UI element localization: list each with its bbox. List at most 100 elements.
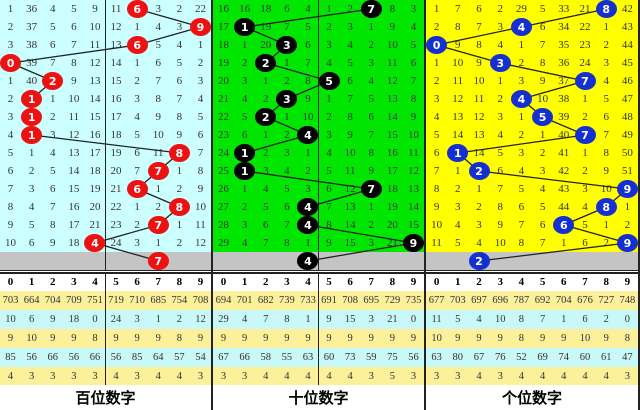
grid-cell: 8 xyxy=(297,72,320,91)
grid-cell: 6 xyxy=(532,18,555,37)
grid-cell: 6 xyxy=(276,0,299,19)
grid-cell: 5 xyxy=(255,198,278,217)
stats-cell: 4 xyxy=(255,367,278,387)
stats-cell: 9 xyxy=(147,329,170,349)
stats-cell: 9 xyxy=(255,329,278,349)
grid-cell xyxy=(426,252,449,271)
grid-cell: 7 xyxy=(42,54,65,73)
stats-cell: 10 xyxy=(574,329,597,349)
grid-cell: 8 xyxy=(189,162,212,181)
stats-cell: 685 xyxy=(147,291,170,311)
stats-header-cell: 6 xyxy=(339,272,362,292)
stats-cell: 682 xyxy=(255,291,278,311)
grid-cell: 15 xyxy=(105,72,128,91)
stats-cell: 6 xyxy=(21,310,44,330)
grid-cell: 7 xyxy=(510,216,533,235)
grid-cell: 7 xyxy=(42,198,65,217)
stats-cell: 3 xyxy=(360,367,383,387)
grid-cell: 1 xyxy=(189,36,212,55)
stats-cell: 6 xyxy=(574,310,597,330)
grid-cell: 8 xyxy=(63,54,86,73)
grid-cell xyxy=(447,252,470,271)
grid-cell: 9 xyxy=(447,36,470,55)
stats-cell: 3 xyxy=(213,367,236,387)
grid-cell: 39 xyxy=(21,54,44,73)
draw-ball: 9 xyxy=(616,234,638,252)
stats-cell: 59 xyxy=(360,348,383,368)
stats-cell: 9 xyxy=(595,329,618,349)
grid-cell: 5 xyxy=(276,180,299,199)
stats-cell: 61 xyxy=(595,348,618,368)
stats-header-cell: 7 xyxy=(147,272,170,292)
stats-cell: 710 xyxy=(126,291,149,311)
grid-cell: 12 xyxy=(402,162,425,181)
stats-cell: 708 xyxy=(339,291,362,311)
grid-cell xyxy=(213,252,236,271)
grid-cell: 4 xyxy=(297,0,320,19)
grid-cell: 8 xyxy=(426,180,449,199)
grid-cell xyxy=(168,252,191,271)
grid-cell: 1 xyxy=(234,36,257,55)
grid-cell: 2 xyxy=(234,198,257,217)
grid-cell: 6 xyxy=(168,72,191,91)
grid-cell: 3 xyxy=(426,90,449,109)
stats-cell: 9 xyxy=(318,310,341,330)
grid-cell: 18 xyxy=(63,234,86,253)
grid-cell: 18 xyxy=(255,0,278,19)
grid-cell: 6 xyxy=(126,144,149,163)
stats-cell: 694 xyxy=(213,291,236,311)
grid-cell xyxy=(574,252,597,271)
stats-cell: 3 xyxy=(616,367,639,387)
grid-cell: 48 xyxy=(616,108,639,127)
grid-cell: 38 xyxy=(553,90,576,109)
grid-cell: 11 xyxy=(105,0,128,19)
stats-cell: 708 xyxy=(189,291,212,311)
stats-cell: 4 xyxy=(532,367,555,387)
grid-cell: 8 xyxy=(276,234,299,253)
grid-cell: 1 xyxy=(595,18,618,37)
stats-cell: 8 xyxy=(168,329,191,349)
grid-cell: 2 xyxy=(574,108,597,127)
grid-cell: 6 xyxy=(42,180,65,199)
stats-cell: 80 xyxy=(447,348,470,368)
stats-header-cell: 6 xyxy=(126,272,149,292)
grid-cell: 2 xyxy=(360,36,383,55)
grid-cell: 21 xyxy=(213,90,236,109)
stats-cell: 0 xyxy=(84,310,107,330)
grid-cell: 4 xyxy=(147,18,170,37)
grid-cell: 7 xyxy=(402,72,425,91)
grid-cell: 2 xyxy=(42,108,65,127)
stats-cell: 703 xyxy=(447,291,470,311)
stats-cell: 18 xyxy=(63,310,86,330)
stats-cell: 85 xyxy=(126,348,149,368)
grid-cell: 10 xyxy=(63,90,86,109)
stats-cell: 58 xyxy=(255,348,278,368)
stats-cell: 692 xyxy=(532,291,555,311)
stats-cell: 697 xyxy=(468,291,491,311)
grid-cell: 27 xyxy=(213,198,236,217)
grid-cell: 14 xyxy=(468,144,491,163)
grid-cell: 2 xyxy=(489,0,512,19)
grid-cell: 4 xyxy=(532,180,555,199)
grid-cell: 4 xyxy=(21,198,44,217)
grid-cell: 3 xyxy=(276,144,299,163)
grid-cell: 40 xyxy=(21,72,44,91)
stats-cell: 57 xyxy=(168,348,191,368)
grid-cell: 45 xyxy=(616,54,639,73)
grid-cell: 4 xyxy=(276,162,299,181)
stats-header-cell: 0 xyxy=(213,272,236,292)
grid-cell: 2 xyxy=(147,198,170,217)
grid-cell: 21 xyxy=(381,234,404,253)
stats-cell: 739 xyxy=(276,291,299,311)
grid-cell: 1 xyxy=(168,216,191,235)
grid-cell: 46 xyxy=(616,72,639,91)
grid-cell: 5 xyxy=(147,36,170,55)
grid-cell: 10 xyxy=(426,216,449,235)
grid-cell: 16 xyxy=(381,144,404,163)
grid-cell: 19 xyxy=(255,18,278,37)
grid-cell: 4 xyxy=(510,162,533,181)
draw-ball: 1 xyxy=(234,144,256,162)
panel-units: 1 7 6 2 29 5 33 21 42 2 8 7 3 6 34 22 1 43 9 8 4 1 7 35 23 2 44 1 10… xyxy=(426,0,640,410)
grid-cell: 44 xyxy=(553,198,576,217)
grid-cell: 2 xyxy=(234,54,257,73)
